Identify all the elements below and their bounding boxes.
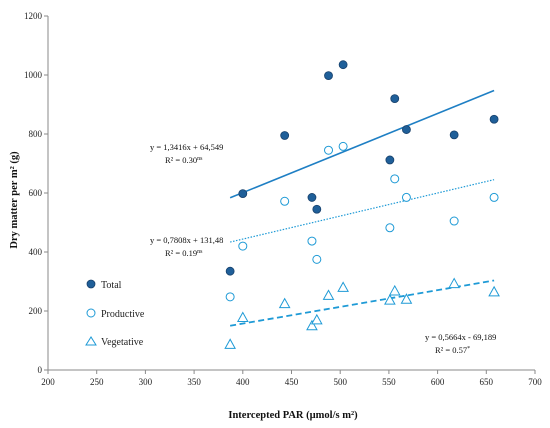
r2-vegetative-sig: * <box>467 346 470 352</box>
legend-marker-vegetative <box>85 336 97 346</box>
y-tick-label: 1000 <box>24 70 43 80</box>
point-total <box>307 193 317 202</box>
x-tick-label: 700 <box>528 377 542 387</box>
point-productive <box>312 254 322 264</box>
x-axis-title: Intercepted PAR (µmol/s m²) <box>228 410 358 421</box>
trendlines <box>229 89 495 327</box>
point-productive <box>238 241 248 251</box>
legend-label-vegetative: Vegetative <box>101 337 144 348</box>
point-productive <box>280 196 290 206</box>
point-total <box>402 125 411 134</box>
point-productive <box>324 145 334 155</box>
x-tick-label: 650 <box>480 377 494 387</box>
equation-total: y = 1,3416x + 64,549 R² = 0.30ns <box>150 142 223 165</box>
point-productive <box>225 292 235 302</box>
point-vegetative <box>448 277 461 289</box>
point-total <box>238 189 248 198</box>
x-tick-label: 400 <box>236 377 250 387</box>
r2-vegetative: R² = 0.57* <box>435 345 470 355</box>
point-productive <box>449 216 459 226</box>
point-vegetative <box>400 293 413 304</box>
trendline-total <box>229 89 495 199</box>
x-tick-label: 500 <box>333 377 347 387</box>
legend-item-total: Total <box>86 279 122 291</box>
legend-label-total: Total <box>101 280 122 291</box>
point-productive <box>489 192 499 202</box>
r2-vegetative-value: R² = 0.57 <box>435 345 467 355</box>
equation-vegetative-line: y = 0,5664x - 69,189 <box>425 332 496 342</box>
equation-productive-line: y = 0,7808x + 131,48 <box>150 235 223 245</box>
point-vegetative <box>224 338 236 349</box>
legend-label-productive: Productive <box>101 309 145 320</box>
point-total <box>390 94 400 103</box>
point-vegetative <box>236 311 249 322</box>
trendline-productive <box>229 179 495 243</box>
point-total <box>489 114 499 124</box>
point-vegetative <box>322 289 335 300</box>
point-productive <box>307 236 317 246</box>
legend-item-vegetative: Vegetative <box>85 336 144 348</box>
point-total <box>280 131 290 140</box>
point-vegetative <box>488 285 500 297</box>
r2-productive-sig: ns <box>197 249 203 255</box>
y-tick-label: 1200 <box>24 11 43 21</box>
y-tick-label: 400 <box>29 247 43 257</box>
point-total <box>312 204 322 214</box>
point-vegetative <box>384 294 396 305</box>
y-tick-labels: 0 200 400 600 800 1000 1200 <box>24 11 48 375</box>
point-total <box>225 266 235 276</box>
r2-productive-value: R² = 0.19 <box>165 248 197 258</box>
axes: 200 250 300 350 400 450 500 550 600 650 700 0 200 40… <box>24 11 542 387</box>
x-tick-label: 350 <box>187 377 201 387</box>
point-productive <box>390 174 400 184</box>
x-tick-labels: 200 250 300 350 400 450 500 550 600 650 700 <box>41 370 542 387</box>
y-tick-label: 800 <box>29 129 43 139</box>
point-productive <box>385 223 395 233</box>
legend-marker-productive <box>86 308 96 318</box>
point-vegetative <box>388 284 401 296</box>
equation-vegetative: y = 0,5664x - 69,189 R² = 0.57* <box>425 332 496 355</box>
legend-marker-total <box>86 279 96 289</box>
x-tick-label: 250 <box>90 377 104 387</box>
data-points <box>224 60 500 349</box>
point-vegetative <box>337 281 349 292</box>
x-tick-label: 450 <box>285 377 299 387</box>
y-tick-label: 0 <box>38 365 43 375</box>
x-tick-label: 300 <box>139 377 153 387</box>
point-vegetative <box>306 319 318 331</box>
point-vegetative <box>278 297 291 309</box>
y-axis-title: Dry matter per m² (g) <box>9 151 20 249</box>
r2-total-value: R² = 0.30 <box>165 155 197 165</box>
point-vegetative <box>310 313 323 325</box>
equation-total-line: y = 1,3416x + 64,549 <box>150 142 223 152</box>
point-total <box>338 60 348 70</box>
y-tick-label: 200 <box>29 306 43 316</box>
y-tick-label: 600 <box>29 188 43 198</box>
x-tick-label: 550 <box>382 377 396 387</box>
legend-item-productive: Productive <box>86 308 145 320</box>
point-total <box>324 71 333 80</box>
x-tick-label: 600 <box>431 377 445 387</box>
point-total <box>449 130 459 140</box>
legend: Total Productive Vegetative <box>85 279 145 348</box>
equation-productive: y = 0,7808x + 131,48 R² = 0.19ns <box>150 235 223 258</box>
point-productive <box>338 141 348 151</box>
point-productive <box>401 192 411 202</box>
r2-total: R² = 0.30ns <box>165 155 203 165</box>
r2-total-sig: ns <box>197 156 203 162</box>
x-tick-label: 200 <box>41 377 55 387</box>
point-total <box>385 155 395 165</box>
r2-productive: R² = 0.19ns <box>165 248 203 258</box>
